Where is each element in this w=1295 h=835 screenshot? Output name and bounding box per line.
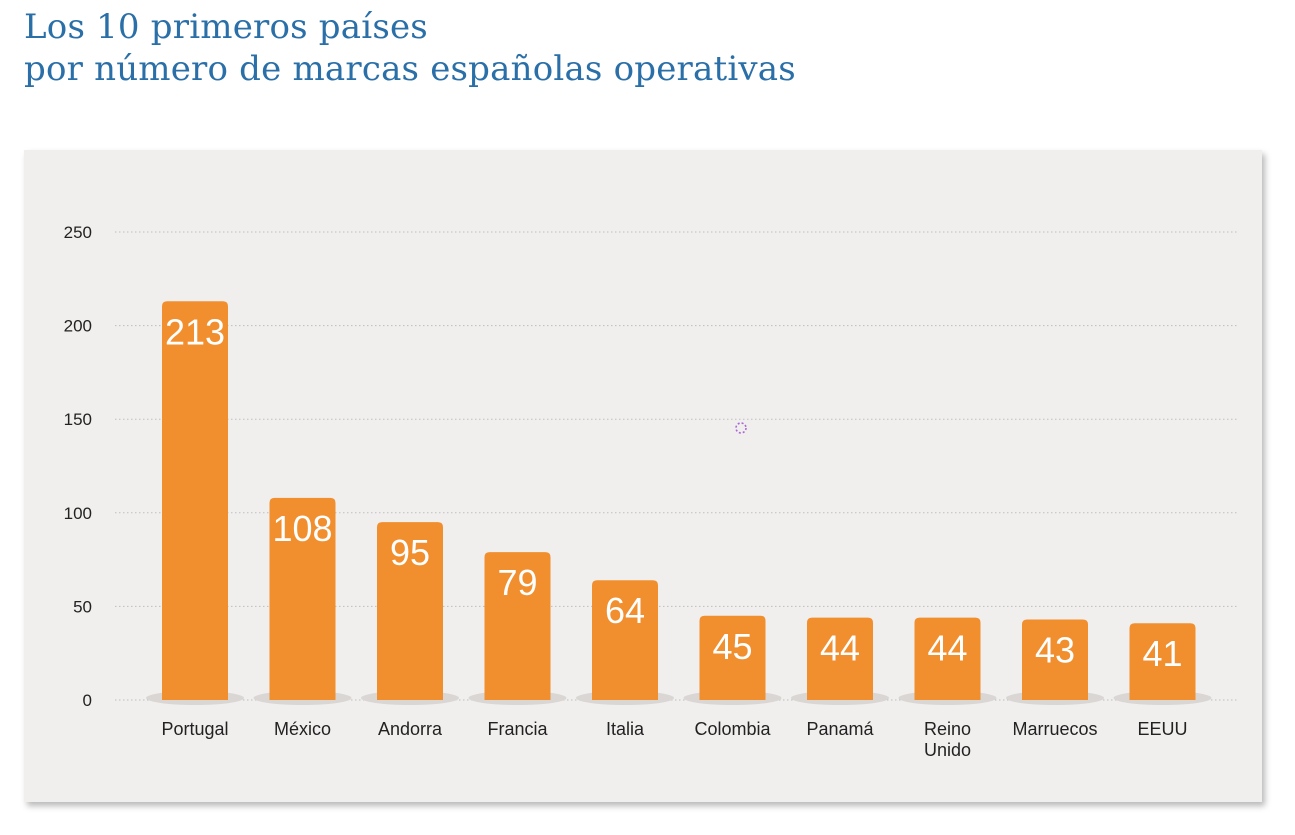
category-labels: Portugal México Andorra Francia Italia Colomb… <box>161 719 1187 760</box>
bar-value-label: 64 <box>605 590 645 631</box>
bar-reino-unido <box>914 617 981 700</box>
cursor-marker-icon <box>735 422 747 434</box>
chart-title: Los 10 primeros países por número de mar… <box>24 6 796 90</box>
y-axis: 0 50 100 150 200 250 <box>64 223 92 710</box>
bar-value-label: 45 <box>712 626 752 667</box>
bar-value-label: 43 <box>1035 630 1075 671</box>
bars: 213 108 95 79 64 45 44 44 43 41 <box>146 301 1212 705</box>
bar-value-label: 44 <box>820 628 860 669</box>
x-category-label: Marruecos <box>1012 719 1097 739</box>
bar-andorra <box>377 522 443 700</box>
bar-italia <box>592 580 658 700</box>
bar-eeuu <box>1129 623 1196 700</box>
x-category-label: México <box>274 719 331 739</box>
bar-panamá <box>807 617 873 700</box>
bar-value-label: 108 <box>272 508 332 549</box>
bar-value-label: 79 <box>497 562 537 603</box>
x-category-label: Panamá <box>806 719 874 739</box>
bar-portugal <box>162 301 228 700</box>
y-tick-label: 0 <box>83 691 92 710</box>
y-tick-label: 200 <box>64 317 92 336</box>
bar-value-label: 44 <box>927 628 967 669</box>
bar-value-label: 213 <box>165 311 225 352</box>
x-category-label: Italia <box>606 719 645 739</box>
x-category-label: EEUU <box>1137 719 1187 739</box>
bar-méxico <box>269 497 336 700</box>
bar-value-label: 95 <box>390 532 430 573</box>
y-tick-label: 250 <box>64 223 92 242</box>
y-tick-label: 50 <box>73 597 92 616</box>
x-category-label: Reino Unido <box>924 719 971 760</box>
x-category-label: Colombia <box>694 719 771 739</box>
x-category-label: Portugal <box>161 719 228 739</box>
bar-francia <box>484 552 551 700</box>
bar-marruecos <box>1022 619 1088 700</box>
y-tick-label: 150 <box>64 410 92 429</box>
grid-lines <box>115 231 1238 701</box>
bar-colombia <box>699 615 766 700</box>
title-line-2: por número de marcas españolas operativa… <box>24 49 796 89</box>
y-tick-label: 100 <box>64 504 92 523</box>
x-category-label: Francia <box>487 719 548 739</box>
bar-value-label: 41 <box>1142 633 1182 674</box>
x-category-label: Andorra <box>378 719 443 739</box>
title-line-1: Los 10 primeros países <box>24 7 428 47</box>
